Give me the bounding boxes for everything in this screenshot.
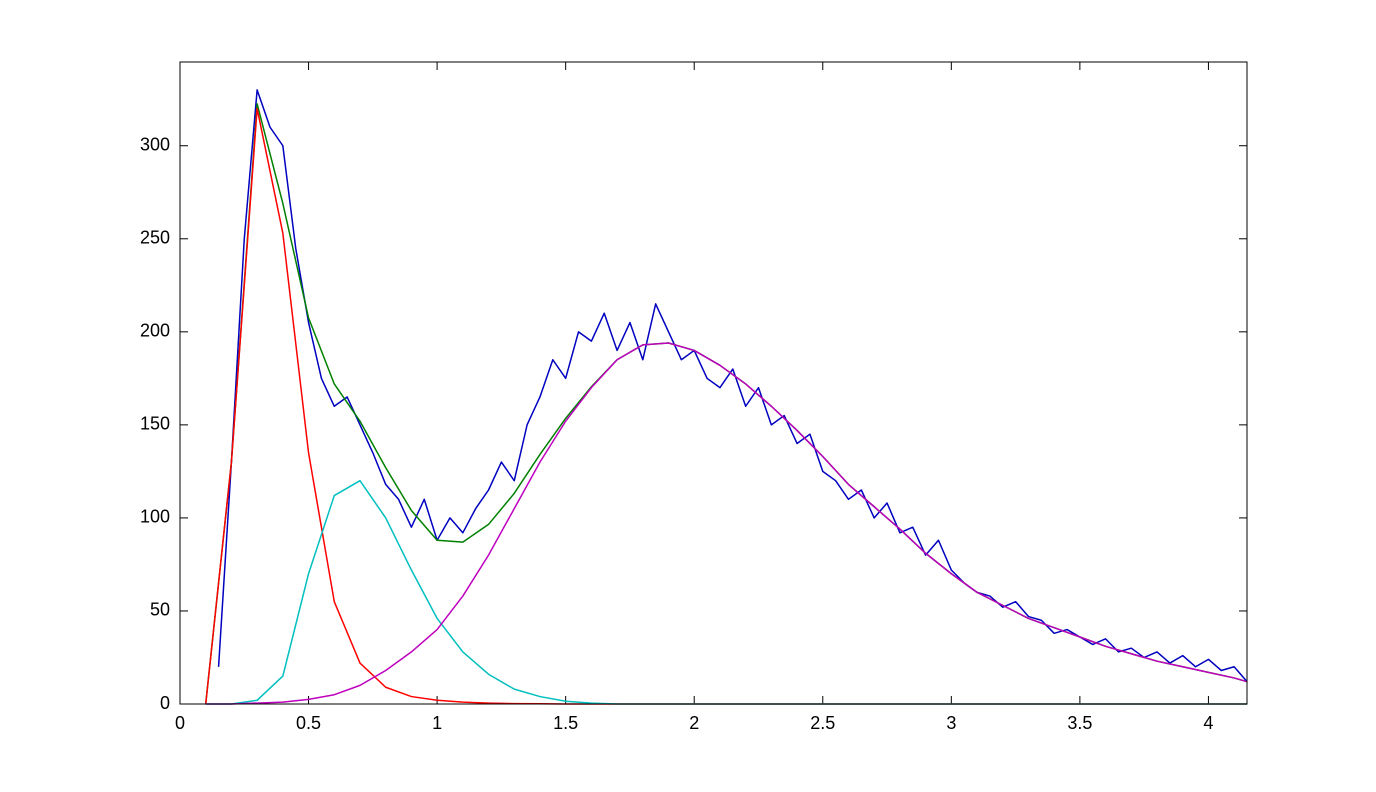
y-tick-label: 250	[140, 228, 170, 248]
y-tick-label: 150	[140, 414, 170, 434]
y-tick-label: 200	[140, 321, 170, 341]
y-tick-label: 50	[150, 600, 170, 620]
data-line	[205, 342, 1248, 705]
plot-frame	[179, 61, 1248, 705]
x-tick-label: 4	[1203, 713, 1213, 733]
x-tick-label: 0	[175, 713, 185, 733]
x-tick-label: 3	[946, 713, 956, 733]
x-tick-label: 1.5	[553, 713, 578, 733]
y-tick-label: 100	[140, 507, 170, 527]
x-tick-label: 1	[432, 713, 442, 733]
x-tick-label: 3.5	[1067, 713, 1092, 733]
x-tick-label: 2	[689, 713, 699, 733]
y-tick-label: 0	[160, 693, 170, 713]
data-line	[217, 89, 1248, 683]
y-tick-label: 300	[140, 134, 170, 154]
x-tick-label: 2.5	[810, 713, 835, 733]
x-tick-label: 0.5	[296, 713, 321, 733]
